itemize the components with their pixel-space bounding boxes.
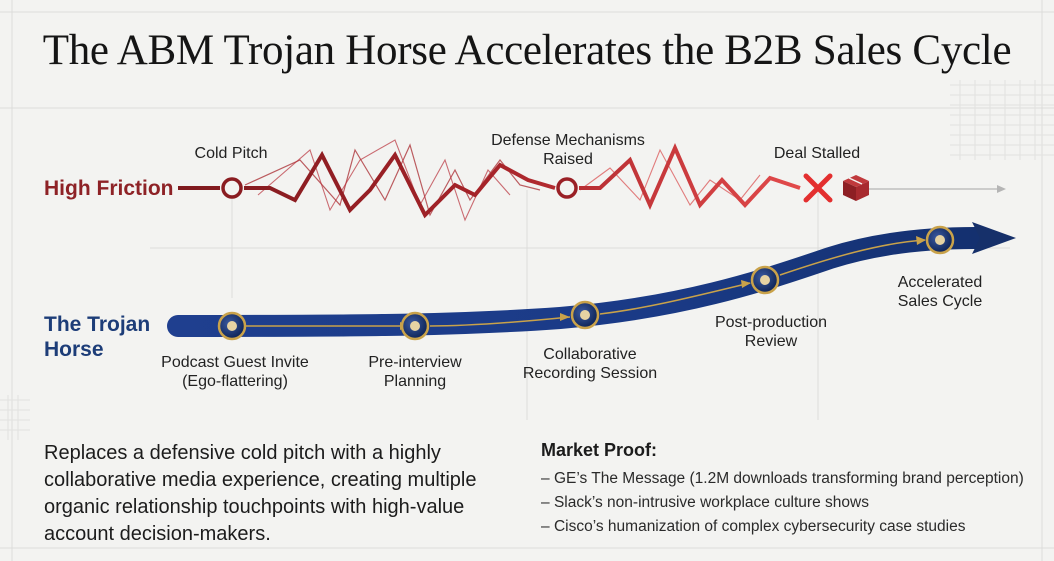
market-proof-item: GE’s The Message (1.2M downloads transfo…: [541, 467, 1041, 491]
market-proof-list: GE’s The Message (1.2M downloads transfo…: [541, 467, 1041, 539]
milestone-label-accelerated: Accelerated Sales Cycle: [897, 274, 983, 310]
trojan-node-podcast: [217, 311, 247, 341]
trojan-node-review: [750, 265, 780, 295]
friction-node-cold-pitch: [221, 177, 243, 199]
trojan-nodes: [217, 225, 955, 341]
friction-node-defense: [556, 177, 578, 199]
x-mark-icon: [803, 173, 833, 203]
high-friction-track: [178, 139, 1006, 222]
summary-text: Replaces a defensive cold pitch with a h…: [44, 442, 477, 545]
milestone-label-recording: Collaborative Recording Session: [522, 346, 658, 382]
milestone-label-planning: Pre-interview Planning: [368, 354, 462, 390]
market-proof-section: Market Proof: GE’s The Message (1.2M dow…: [541, 440, 1041, 539]
market-proof-item: Slack’s non-intrusive workplace culture …: [541, 491, 1041, 515]
high-friction-label: High Friction: [44, 177, 174, 200]
milestone-label-review: Post-production Review: [714, 314, 828, 350]
market-proof-item: Cisco’s humanization of complex cybersec…: [541, 515, 1041, 539]
page-title: The ABM Trojan Horse Accelerates the B2B…: [42, 27, 1012, 74]
market-proof-title: Market Proof:: [541, 440, 658, 460]
friction-main-line: [178, 143, 801, 219]
milestone-label-deal-stalled: Deal Stalled: [773, 145, 861, 162]
friction-jitter-thin: [244, 143, 541, 217]
trojan-node-planning: [400, 311, 430, 341]
package-icon: [843, 175, 869, 201]
trojan-horse-track: [167, 222, 1016, 337]
trojan-node-accelerated: [925, 225, 955, 255]
trojan-node-recording: [570, 300, 600, 330]
milestone-label-defense: Defense Mechanisms Raised: [491, 132, 645, 168]
trojan-arrowhead: [972, 222, 1016, 254]
milestone-label-cold-pitch: Cold Pitch: [194, 145, 268, 162]
milestone-label-podcast: Podcast Guest Invite (Ego-flattering): [161, 354, 309, 390]
corner-grid-pattern: [0, 80, 1054, 440]
trojan-horse-label: The Trojan Horse: [44, 313, 151, 361]
